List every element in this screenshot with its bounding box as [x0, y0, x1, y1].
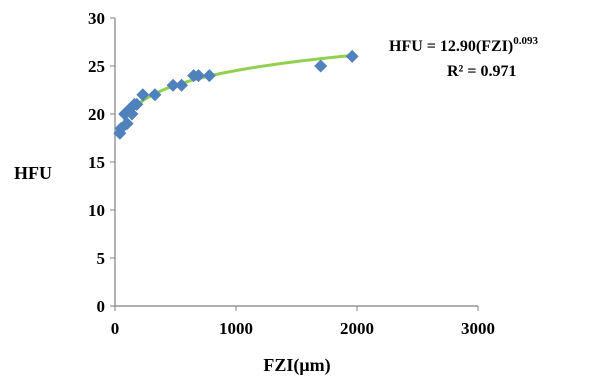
data-point — [120, 117, 134, 131]
y-tick-label: 25 — [88, 57, 105, 76]
y-tick-label: 15 — [88, 153, 105, 172]
x-tick-label: 2000 — [340, 319, 374, 338]
y-tick-label: 5 — [97, 249, 106, 268]
x-tick-label: 0 — [111, 319, 120, 338]
x-axis-title: FZI(μm) — [263, 355, 330, 376]
plot-area: 0 1000 2000 3000 0 5 10 15 20 25 30 — [88, 9, 495, 338]
data-point — [314, 59, 328, 73]
data-point — [191, 69, 205, 83]
data-point — [136, 88, 150, 102]
y-tick-label: 30 — [88, 9, 105, 28]
data-point — [148, 88, 162, 102]
data-point — [125, 107, 139, 121]
x-axis-ticks: 0 1000 2000 3000 — [111, 306, 495, 338]
data-point — [202, 69, 216, 83]
y-tick-label: 20 — [88, 105, 105, 124]
trend-equation: HFU = 12.90(FZI)0.093 — [389, 35, 538, 55]
y-axis-ticks: 0 5 10 15 20 25 30 — [88, 9, 115, 316]
data-point — [166, 78, 180, 92]
data-point — [345, 49, 359, 63]
x-tick-label: 3000 — [461, 319, 495, 338]
trend-equation-main: HFU = 12.90(FZI) — [389, 38, 513, 55]
y-tick-label: 10 — [88, 201, 105, 220]
data-point — [130, 97, 144, 111]
y-axis-title: HFU — [14, 163, 52, 183]
data-points — [113, 49, 359, 140]
y-tick-label: 0 — [97, 297, 106, 316]
data-point — [175, 78, 189, 92]
trend-r-squared: R² = 0.971 — [447, 63, 516, 80]
x-tick-label: 1000 — [219, 319, 253, 338]
trend-equation-exponent: 0.093 — [513, 35, 538, 47]
